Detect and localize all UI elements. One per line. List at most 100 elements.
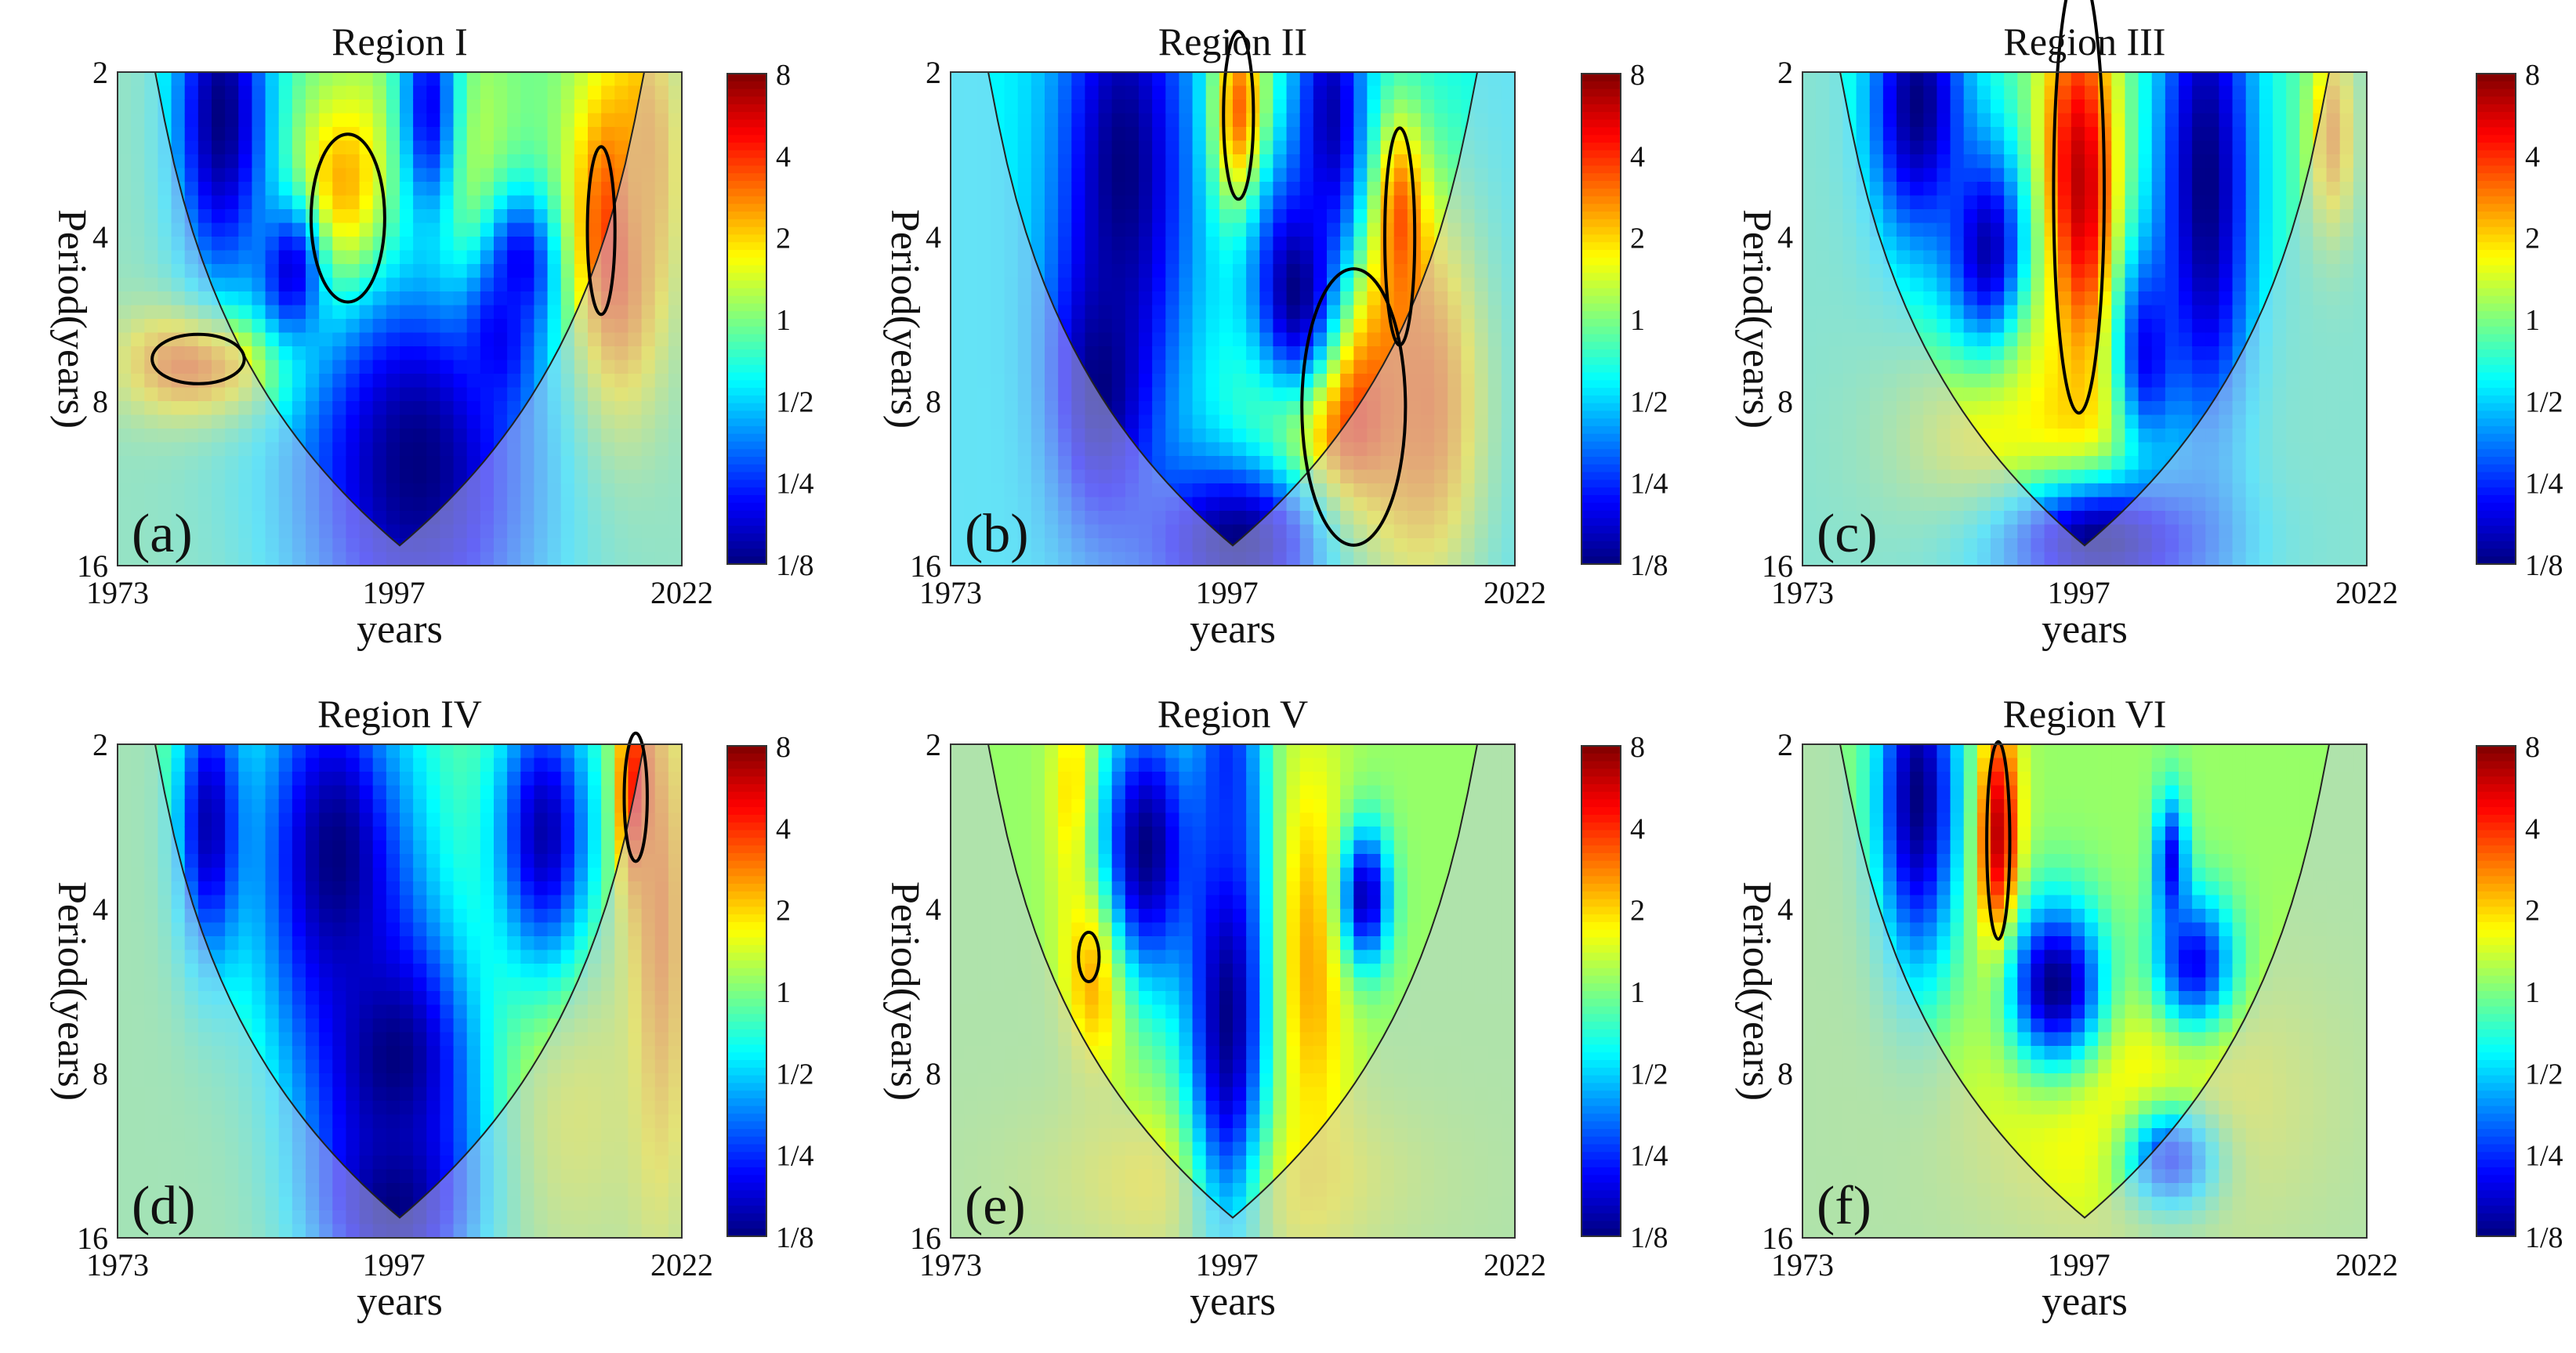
heat-cell [265,346,280,361]
heat-cell [547,168,562,183]
heat-cell [212,168,226,183]
heat-cell [507,154,522,169]
heat-cell [520,127,535,142]
heat-cell [1098,154,1113,169]
heat-cell [574,182,589,197]
heat-cell [1071,264,1086,279]
heat-cell [306,332,320,347]
heat-cell [2004,264,2019,279]
colorbar-segment [2476,89,2516,98]
heat-cell [332,237,347,251]
heat-cell [1286,140,1301,155]
heat-cell [1152,319,1167,334]
heat-cell [2259,113,2273,128]
heat-cell [306,72,320,87]
colorbar-segment [727,188,766,197]
heat-cell [184,72,199,87]
heat-cell [1111,237,1126,251]
heat-cell [1273,264,1288,279]
heat-cell [1273,237,1288,251]
heat-cell [1963,346,1978,361]
heat-cell [1340,250,1355,265]
heat-cell [278,182,293,197]
heat-cell [440,168,455,183]
heat-cell [1313,237,1328,251]
heat-cell [2004,319,2019,334]
heat-cell [2057,264,2072,279]
heat-cell [1058,182,1073,197]
heat-cell [520,222,535,237]
heat-cell [2031,113,2045,128]
heat-cell [520,250,535,265]
heat-cell [1950,182,1965,197]
colorbar-tick-label: 1 [1630,304,1645,337]
heat-cell [2179,277,2193,292]
heat-cell [2179,140,2193,155]
heat-cell [1353,291,1368,306]
heat-cell [1976,85,1991,100]
heat-cell [480,346,495,361]
heat-cell [413,195,428,210]
heat-cell [1976,182,1991,197]
heat-cell [2085,237,2099,251]
heat-cell [1313,209,1328,224]
heat-cell [1165,414,1180,429]
heat-cell [1340,305,1355,320]
heat-cell [426,291,441,306]
heat-cell [1045,195,1059,210]
heat-cell [1407,127,1422,142]
heat-cell [332,387,347,402]
heat-cell [1233,469,1247,484]
heat-cell [2165,168,2179,183]
heat-cell [265,154,280,169]
heat-cell [547,277,562,292]
heat-cell [265,332,280,347]
heat-cell [520,346,535,361]
heat-cell [1991,414,2005,429]
heat-cell [2017,332,2032,347]
heat-cell [1313,85,1328,100]
heat-cell [1407,85,1422,100]
colorbar-segment [727,96,766,105]
heat-cell [2245,127,2260,142]
colorbar-segment [727,380,766,389]
heat-cell [1259,374,1274,389]
heat-cell [1071,85,1086,100]
colorbar-segment [1581,249,1621,259]
heat-cell [440,209,455,224]
heat-cell [359,346,374,361]
heat-cell [1179,250,1194,265]
heat-cell [2044,127,2059,142]
heat-cell [1327,140,1341,155]
heat-cell [2232,127,2247,142]
heat-cell [426,168,441,183]
heat-cell [332,360,347,374]
heat-cell [265,99,280,114]
heat-cell [1353,182,1368,197]
heat-cell [1434,140,1449,155]
heat-cell [1179,127,1194,142]
heat-cell [494,113,508,128]
colorbar-segment [727,273,766,281]
heat-cell [1179,483,1194,498]
heat-cell [2111,182,2126,197]
heat-cell [1165,401,1180,416]
heat-cell [346,113,360,128]
heat-cell [1205,72,1220,87]
heat-cell [2111,168,2126,183]
heat-cell [1910,113,1925,128]
heat-cell [466,332,481,347]
heat-cell [1179,113,1194,128]
heat-cell [238,264,253,279]
colorbar-segment [727,364,766,374]
heat-cell [306,305,320,320]
heat-cell [2192,291,2207,306]
heat-cell [480,209,495,224]
heat-cell [2179,222,2193,237]
colorbar-segment [2476,204,2516,212]
heat-cell [265,182,280,197]
heat-cell [1192,305,1207,320]
heat-cell [1313,414,1328,429]
heat-cell [1246,291,1261,306]
heat-cell [1340,291,1355,306]
